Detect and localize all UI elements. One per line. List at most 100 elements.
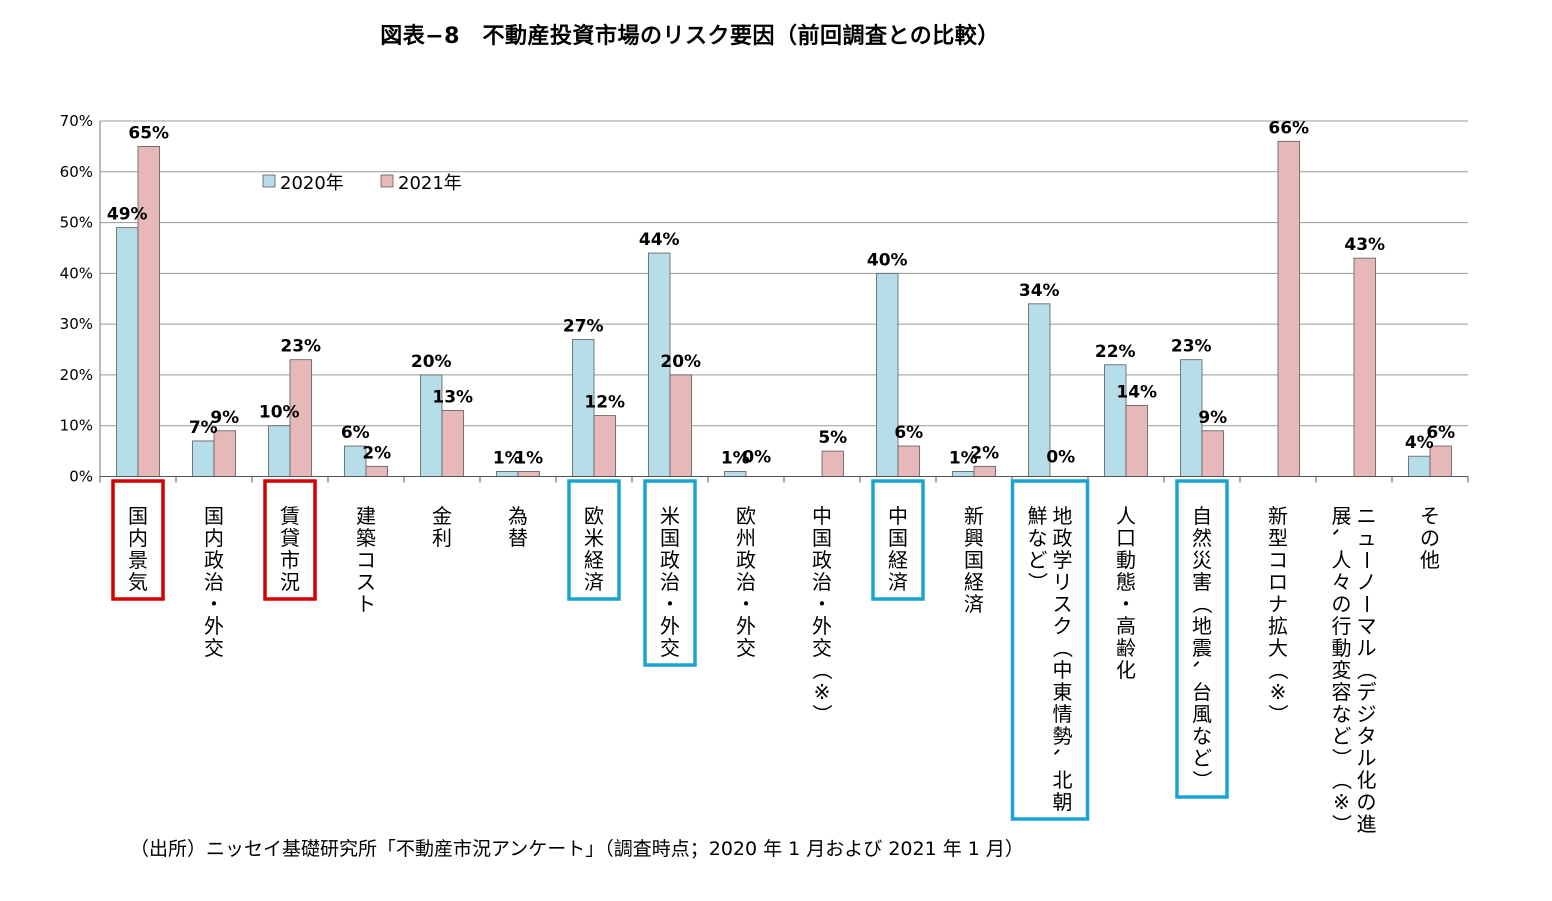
category-char-rotated: 、 <box>1051 748 1075 768</box>
category-char: 況 <box>280 570 300 594</box>
category-char: ・ <box>204 592 224 616</box>
category-label-text: 欧米経済 <box>584 504 604 594</box>
category-char: 新 <box>1268 504 1288 528</box>
category-char: 東 <box>1053 680 1073 704</box>
bar-2021 <box>897 445 920 477</box>
data-label: 10% <box>259 403 300 423</box>
category-char: 外 <box>812 614 832 638</box>
category-char-rotated: 、 <box>1330 528 1354 548</box>
chart-title: 図表−8 不動産投資市場のリスク要因（前回調査との比較） <box>380 24 1000 49</box>
category-char: 国 <box>888 526 908 550</box>
y-tick-label: 70% <box>60 112 93 130</box>
data-label: 20% <box>411 352 452 372</box>
category-char: 国 <box>660 526 680 550</box>
data-label: 7% <box>189 418 218 438</box>
data-label: 6% <box>341 423 370 443</box>
data-label: 1% <box>949 448 978 468</box>
data-label: 1% <box>721 448 750 468</box>
category-char: 金 <box>432 504 452 528</box>
category-char-rotated: ） <box>1266 704 1290 724</box>
category-char: リ <box>1053 570 1073 594</box>
category-char: 経 <box>888 548 908 572</box>
category-char: の <box>1420 526 1440 550</box>
category-char: ノ <box>1357 570 1377 594</box>
highlight-box <box>1010 479 1090 821</box>
category-char-rotated: ） <box>1330 748 1354 768</box>
category-char: 米 <box>660 504 680 528</box>
category-label: 賃貸市況 <box>280 504 300 594</box>
data-label: 2% <box>970 443 999 463</box>
category-label-text: 新型コロナ拡大 ※ <box>1268 504 1288 704</box>
category-char: 治 <box>204 570 224 594</box>
bar-2020 <box>724 471 747 477</box>
y-tick-label: 10% <box>60 417 93 435</box>
category-char: 政 <box>204 548 224 572</box>
category-char: 内 <box>204 526 224 550</box>
category-label-text: その他 <box>1420 504 1440 572</box>
category-label-text: 米国政治・外交 <box>660 504 680 660</box>
category-char: な <box>1192 724 1212 748</box>
category-char: 齢 <box>1116 636 1136 660</box>
y-tick-label: 20% <box>60 366 93 384</box>
highlight-box <box>1175 479 1229 799</box>
category-char: そ <box>1420 504 1440 528</box>
category-char: ロ <box>1268 570 1288 594</box>
highlight-box <box>263 479 317 601</box>
data-labels: 49%65%7%9% 10%23%6%2%20%13%1%1%27%12%44%2… <box>107 118 1455 468</box>
data-label: 6% <box>894 423 923 443</box>
category-label-text: 新興国経済 <box>964 504 984 616</box>
category-char: 治 <box>812 570 832 594</box>
data-label: 23% <box>1171 337 1212 357</box>
category-char: 替 <box>508 526 528 550</box>
category-char: 貸 <box>280 526 300 550</box>
category-char: コ <box>1268 548 1288 572</box>
data-label: 9% <box>210 408 239 428</box>
category-char: 交 <box>736 636 756 660</box>
category-char: ス <box>356 570 376 594</box>
category-char: 勢 <box>1053 724 1073 748</box>
y-tick-label: 50% <box>60 214 93 232</box>
bar-2021 <box>821 450 844 477</box>
category-char: 築 <box>356 526 376 550</box>
data-label: 34% <box>1019 281 1060 301</box>
category-label-text: ニュノマルデジタル化の進 <box>1357 504 1377 836</box>
data-label: 13% <box>432 387 473 407</box>
category-char: の <box>1332 592 1352 616</box>
category-char-rotated: （ <box>1051 638 1075 658</box>
category-char-rotated: ー <box>1355 594 1379 614</box>
category-char: ど <box>1192 746 1212 770</box>
highlight-box <box>111 479 165 601</box>
category-char: 済 <box>584 570 604 594</box>
data-label: 22% <box>1095 342 1136 362</box>
category-char: 政 <box>736 548 756 572</box>
legend-label: 2020年 <box>280 173 344 194</box>
category-char: な <box>1332 702 1352 726</box>
data-label: 14% <box>1116 382 1157 402</box>
category-char: ト <box>356 592 376 616</box>
highlight-box <box>567 479 621 601</box>
bar-2020 <box>876 272 899 477</box>
category-char: 利 <box>432 526 452 550</box>
category-char: 進 <box>1357 812 1377 836</box>
category-char: ジ <box>1357 702 1377 726</box>
data-label: 4% <box>1405 433 1434 453</box>
category-char-rotated: （ <box>1355 660 1379 680</box>
bar-2021 <box>1277 140 1300 477</box>
bar-2020 <box>952 471 975 477</box>
category-char: 国 <box>964 548 984 572</box>
category-char: 朝 <box>1053 790 1073 814</box>
category-char: 外 <box>660 614 680 638</box>
category-char: 動 <box>1116 548 1136 572</box>
category-char: ュ <box>1357 526 1377 550</box>
category-char: 地 <box>1192 614 1212 638</box>
category-char-rotated: ー <box>1355 550 1379 570</box>
data-label: 66% <box>1268 118 1309 138</box>
legend: 2020年 2021年 <box>262 173 462 194</box>
category-char: コ <box>356 548 376 572</box>
category-char-rotated: （ <box>810 660 834 680</box>
category-char: 化 <box>1116 658 1136 682</box>
category-char: 口 <box>1116 526 1136 550</box>
category-char: 内 <box>128 526 148 550</box>
category-char: マ <box>1357 614 1377 638</box>
category-char: デ <box>1357 680 1377 704</box>
